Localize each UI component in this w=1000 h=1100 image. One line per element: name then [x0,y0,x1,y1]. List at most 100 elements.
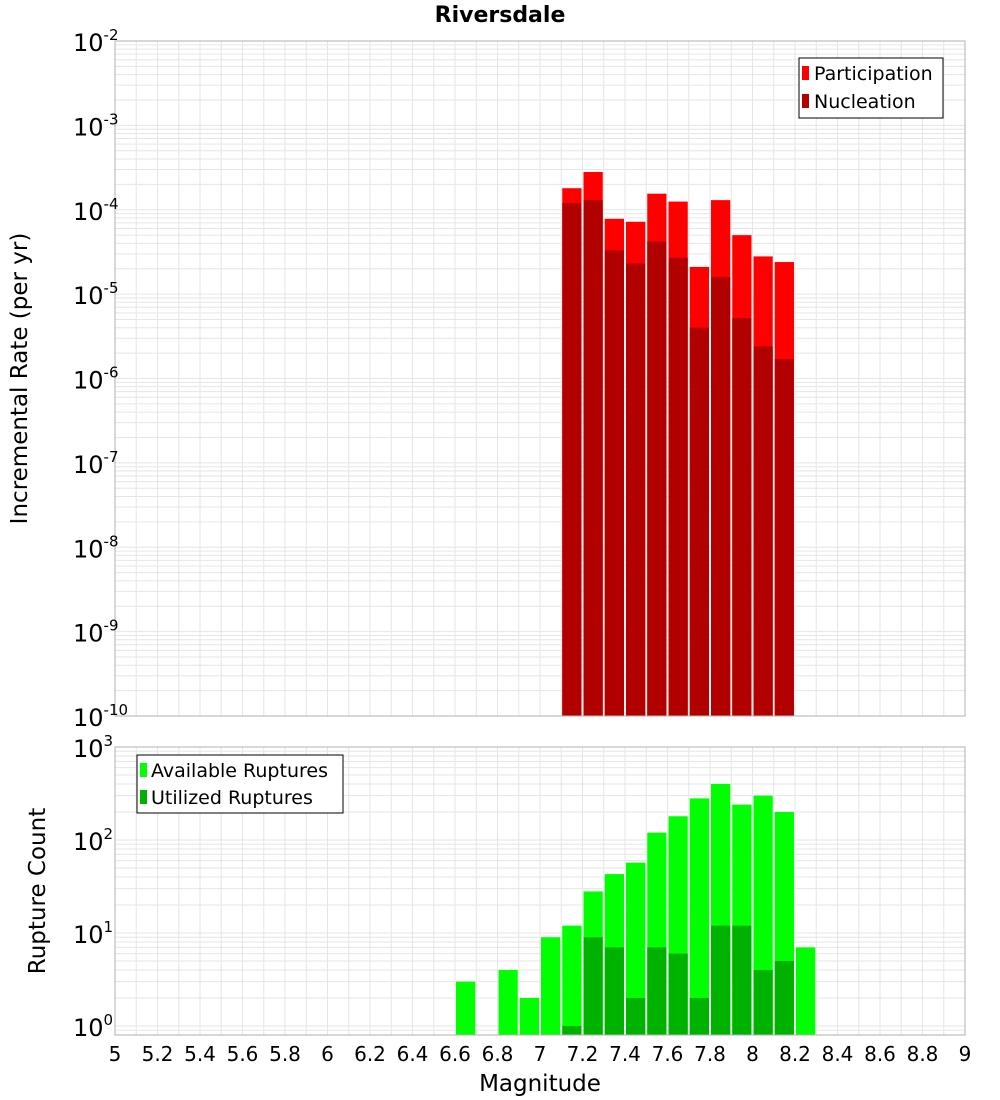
rate-plot-legend-box [798,57,944,119]
chart-title: Riversdale [435,3,566,28]
x-tick-label: 9 [959,1042,972,1066]
y-tick-base: 10 [73,1014,104,1042]
x-tick-label: 8.2 [779,1042,811,1066]
y-tick-label: 100 [73,1011,113,1042]
x-tick-label: 7.8 [694,1042,726,1066]
utilized-ruptures-bar [774,960,794,1035]
y-tick-label: 10-6 [73,364,119,395]
nucleation-bar [689,327,709,716]
y-tick-base: 10 [73,535,104,563]
x-tick-label: 6.4 [397,1042,429,1066]
participation-legend-swatch [802,66,809,80]
x-tick-label: 5.4 [184,1042,216,1066]
y-tick-base: 10 [73,704,104,732]
utilized-ruptures-bar [732,925,752,1035]
utilized-ruptures-bar [583,937,603,1035]
x-tick-label: 5.6 [227,1042,259,1066]
x-tick-label: 8.6 [864,1042,896,1066]
nucleation-bar [647,241,667,717]
utilized-ruptures-bar [626,997,646,1035]
rate-plot-bars [562,172,794,717]
rupture-count-legend: Available Ruptures Utilized Ruptures [136,754,344,814]
y-tick-exponent: -4 [104,195,119,213]
y-tick-exponent: -6 [104,364,119,382]
y-tick-exponent: -10 [104,701,129,719]
y-tick-base: 10 [73,282,104,310]
utilized-ruptures-bar [604,947,624,1035]
y-tick-base: 10 [73,828,104,856]
available-ruptures-bar [456,981,476,1035]
y-tick-label: 103 [73,732,113,763]
nucleation-bar [711,276,731,716]
y-tick-exponent: -7 [104,448,119,466]
y-tick-base: 10 [73,620,104,648]
y-tick-exponent: -2 [104,26,119,44]
rupture-count-legend-box [136,754,344,814]
nucleation-bar [604,250,624,717]
utilized-ruptures-bar [647,947,667,1035]
x-axis-label: Magnitude [479,1071,601,1097]
y-tick-label: 10-4 [73,195,119,226]
y-tick-label: 102 [73,825,113,856]
x-tick-label: 8 [746,1042,759,1066]
available-ruptures-legend-label: Available Ruptures [151,760,328,782]
x-tick-label: 5.8 [269,1042,301,1066]
y-tick-base: 10 [73,113,104,141]
x-tick-label: 6.8 [482,1042,514,1066]
rupture-count-bars [456,784,816,1035]
rate-plot-legend: Participation Nucleation [798,57,944,119]
nucleation-bar [774,359,794,716]
utilized-ruptures-bar [753,969,773,1035]
utilized-ruptures-bar [562,1025,582,1035]
nucleation-legend-swatch [802,94,809,108]
x-tick-label: 5.2 [142,1042,174,1066]
y-tick-label: 10-5 [73,279,119,310]
available-ruptures-bar [689,798,709,1035]
y-tick-label: 10-8 [73,532,119,563]
nucleation-legend-label: Nucleation [814,91,916,113]
available-ruptures-bar [519,997,539,1035]
y-tick-base: 10 [73,451,104,479]
nucleation-bar [668,257,688,716]
nucleation-bar [626,263,646,716]
y-tick-exponent: -8 [104,532,119,550]
available-ruptures-bar [626,862,646,1035]
y-tick-exponent: 1 [104,918,114,936]
y-tick-exponent: 2 [104,825,114,843]
rate-plot-y-axis-label: Incremental Rate (per yr) [7,233,33,525]
rate-plot-frame [114,40,966,717]
utilized-ruptures-bar [711,925,731,1035]
utilized-ruptures-bar [689,997,709,1035]
utilized-ruptures-bar [668,953,688,1035]
nucleation-bar [753,346,773,716]
participation-legend-label: Participation [814,63,933,85]
available-ruptures-legend-swatch [140,763,147,777]
utilized-ruptures-legend-swatch [140,790,147,804]
nucleation-bar [583,200,603,716]
y-tick-exponent: -3 [104,110,119,128]
available-ruptures-bar [541,937,561,1035]
x-tick-label: 5 [109,1042,122,1066]
rupture-count-y-axis-label: Rupture Count [25,808,51,974]
nucleation-bar [732,318,752,716]
x-tick-label: 6.6 [439,1042,471,1066]
y-tick-label: 10-2 [73,26,119,57]
y-tick-label: 101 [73,918,113,949]
x-tick-label: 6.2 [354,1042,386,1066]
nucleation-bar [562,203,582,716]
x-tick-label: 7 [534,1042,547,1066]
available-ruptures-bar [796,947,816,1035]
available-ruptures-bar [562,925,582,1035]
y-tick-base: 10 [73,735,104,763]
x-tick-label: 7.6 [652,1042,684,1066]
rate-plot-grid [114,41,966,717]
y-tick-label: 10-3 [73,110,119,141]
available-ruptures-bar [498,969,518,1035]
x-tick-label: 8.4 [822,1042,854,1066]
x-tick-label: 7.2 [567,1042,599,1066]
y-tick-label: 10-7 [73,448,119,479]
